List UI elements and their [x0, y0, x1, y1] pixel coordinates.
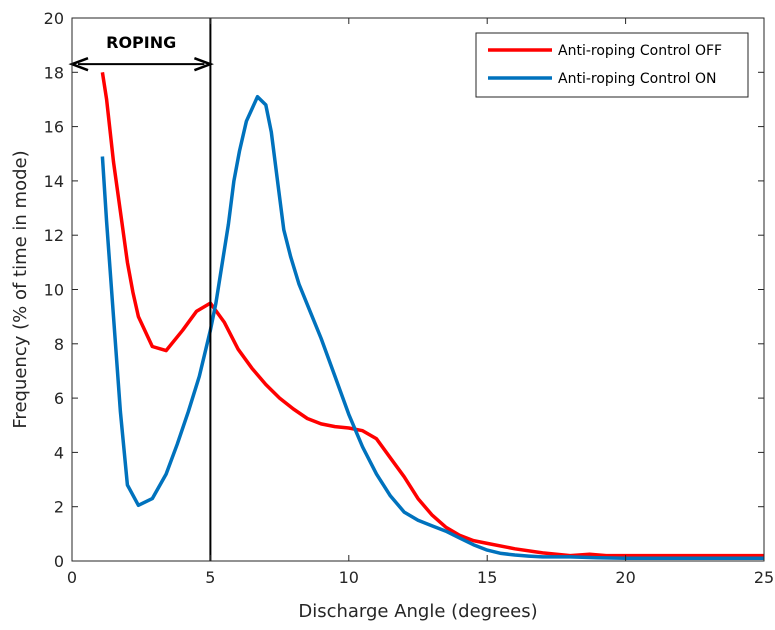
- series-layer: [100, 72, 764, 561]
- y-tick-label: 6: [54, 389, 64, 408]
- series-line-2: [100, 94, 764, 561]
- y-tick-label: 14: [44, 172, 64, 191]
- y-tick-label: 12: [44, 226, 64, 245]
- legend: Anti-roping Control OFF Anti-roping Contr…: [475, 32, 749, 98]
- x-tick-label: 15: [477, 568, 497, 587]
- legend-label-1: Anti-roping Control OFF: [558, 43, 722, 59]
- y-tick-label: 4: [54, 443, 64, 462]
- roping-label: ROPING: [106, 33, 176, 52]
- annotation-layer: ROPING: [68, 18, 214, 561]
- y-tick-label: 8: [54, 335, 64, 354]
- y-tick-label: 16: [44, 118, 64, 137]
- x-tick-label: 20: [615, 568, 635, 587]
- plot-frame: [71, 17, 765, 562]
- y-tick-label: 20: [44, 9, 64, 28]
- x-tick-label: 25: [754, 568, 774, 587]
- y-tick-label: 2: [54, 498, 64, 517]
- y-tick-label: 0: [54, 552, 64, 571]
- x-tick-label: 0: [67, 568, 77, 587]
- y-tick-label: 10: [44, 281, 64, 300]
- x-tick-label: 10: [339, 568, 359, 587]
- series-line-1: [100, 72, 764, 558]
- x-axis-title: Discharge Angle (degrees): [298, 601, 537, 622]
- y-tick-label: 18: [44, 63, 64, 82]
- y-axis-title: Frequency (% of time in mode): [10, 150, 31, 428]
- legend-label-2: Anti-roping Control ON: [558, 71, 716, 87]
- axes: [71, 17, 765, 562]
- legend-box: [475, 32, 749, 98]
- x-tick-label: 5: [205, 568, 215, 587]
- ticks: 0 5 10 15 20 25 0 2 4 6 8 10 12 14 16 18 20: [44, 9, 775, 587]
